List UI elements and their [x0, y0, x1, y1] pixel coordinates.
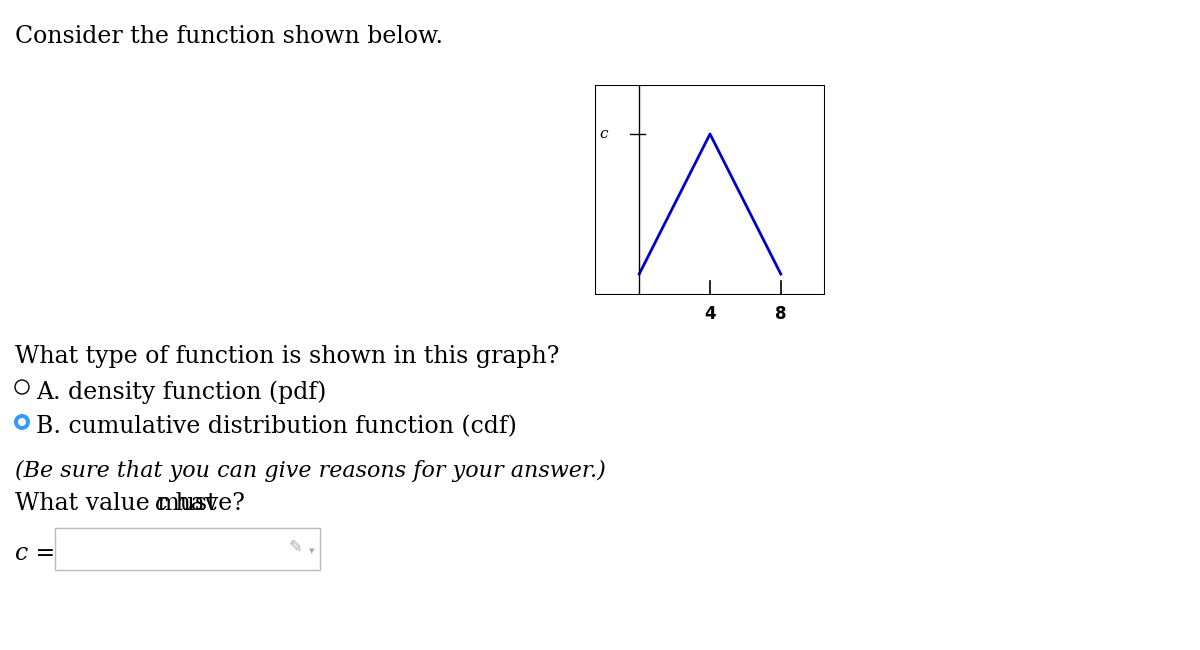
FancyBboxPatch shape	[55, 528, 320, 570]
Circle shape	[14, 414, 30, 430]
Text: Consider the function shown below.: Consider the function shown below.	[14, 25, 443, 48]
Text: 8: 8	[775, 305, 786, 323]
Text: (Be sure that you can give reasons for your answer.): (Be sure that you can give reasons for y…	[14, 460, 606, 482]
Text: c: c	[14, 542, 29, 565]
Circle shape	[18, 418, 26, 426]
Text: What type of function is shown in this graph?: What type of function is shown in this g…	[14, 345, 559, 368]
Text: A. density function (pdf): A. density function (pdf)	[36, 380, 326, 404]
Text: ✎: ✎	[288, 538, 302, 556]
Text: c: c	[599, 127, 607, 141]
Text: ▾: ▾	[310, 546, 314, 556]
Text: What value must: What value must	[14, 492, 224, 515]
Text: =: =	[28, 542, 55, 565]
Text: c: c	[155, 492, 168, 515]
Text: B. cumulative distribution function (cdf): B. cumulative distribution function (cdf…	[36, 415, 517, 438]
Text: 4: 4	[704, 305, 716, 323]
Text: have?: have?	[168, 492, 245, 515]
